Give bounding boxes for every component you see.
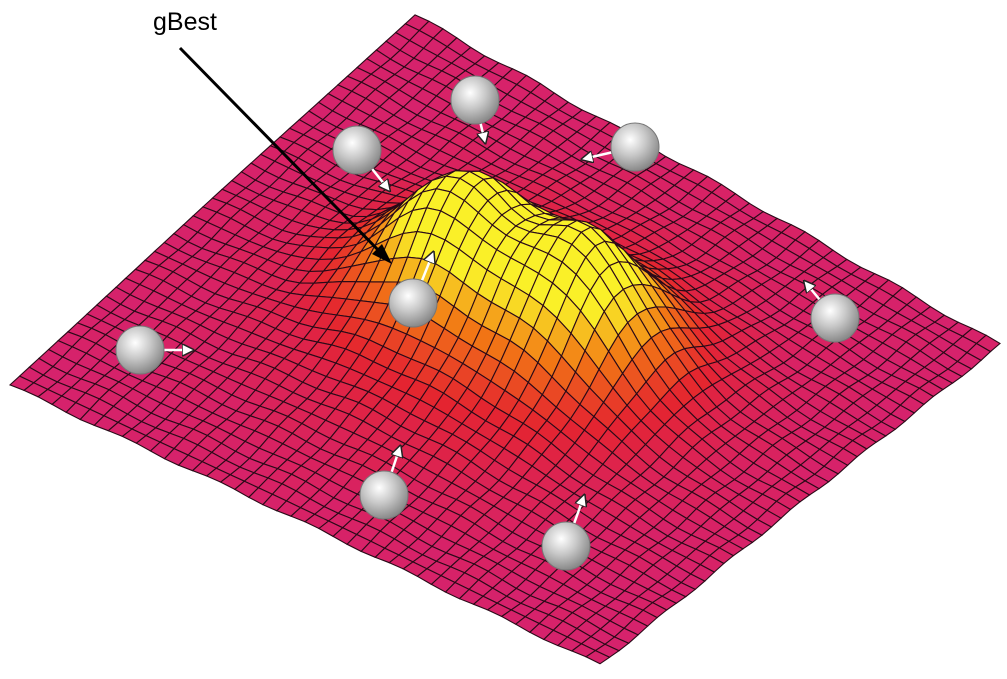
particle — [611, 123, 659, 171]
particle — [811, 294, 859, 342]
particle — [389, 279, 437, 327]
particle — [542, 522, 590, 570]
particle — [451, 76, 499, 124]
particle — [116, 326, 164, 374]
particle — [333, 126, 381, 174]
diagram: gBest — [0, 0, 1007, 679]
particle — [360, 471, 408, 519]
page: gBest (() => { const data = JSON.parse(d… — [0, 0, 1007, 679]
gbest-label: gBest — [153, 8, 217, 36]
